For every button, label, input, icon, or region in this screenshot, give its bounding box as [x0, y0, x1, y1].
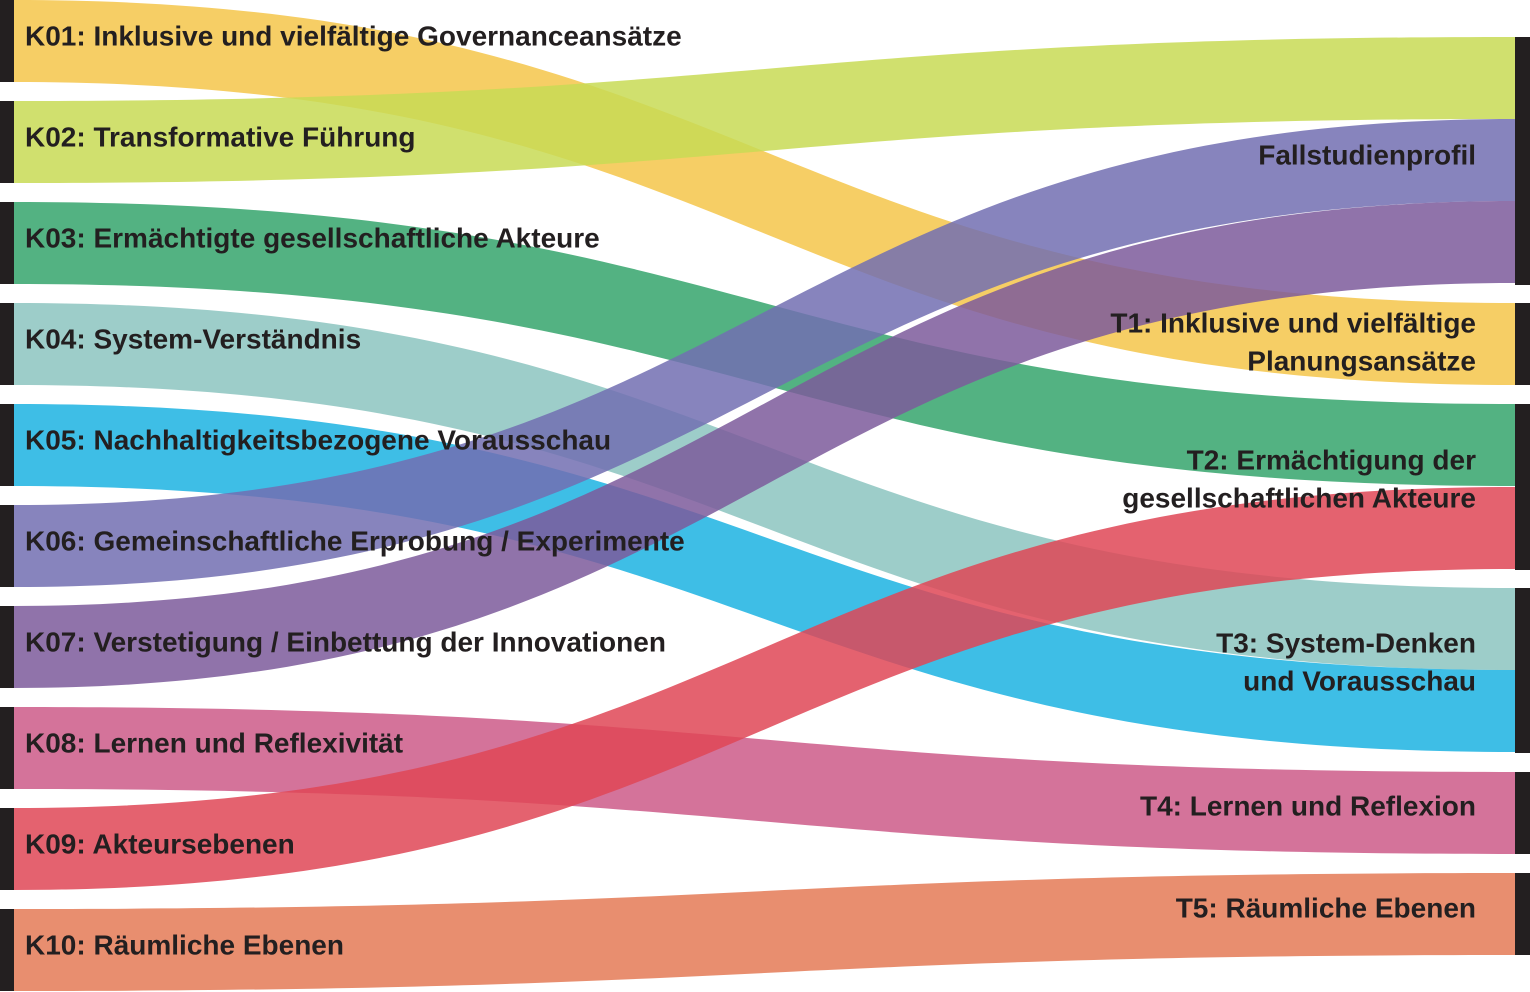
source-bar — [0, 808, 14, 890]
source-label: K05: Nachhaltigkeitsbezogene Vorausschau — [25, 424, 611, 455]
source-label: K04: System-Verständnis — [25, 323, 361, 354]
target-bar — [1515, 404, 1530, 570]
target-bar — [1515, 588, 1530, 753]
target-bar — [1515, 873, 1530, 955]
source-bar — [0, 202, 14, 284]
target-label: T3: System-Denken — [1216, 627, 1476, 658]
flow — [14, 201, 1515, 688]
source-bar — [0, 909, 14, 991]
source-bar — [0, 505, 14, 587]
flow — [14, 707, 1515, 854]
flow — [14, 487, 1515, 890]
source-label: K03: Ermächtigte gesellschaftliche Akteu… — [25, 222, 600, 253]
flow — [14, 37, 1515, 183]
source-bar — [0, 606, 14, 688]
source-label: K07: Verstetigung / Einbettung der Innov… — [25, 626, 666, 657]
target-label: Fallstudienprofil — [1258, 139, 1476, 170]
source-bar — [0, 303, 14, 385]
flow — [14, 873, 1515, 991]
target-label: und Vorausschau — [1243, 665, 1476, 696]
labels: K01: Inklusive und vielfältige Governanc… — [25, 20, 1476, 960]
source-label: K06: Gemeinschaftliche Erprobung / Exper… — [25, 525, 685, 556]
target-label: T2: Ermächtigung der — [1187, 444, 1476, 475]
source-label: K09: Akteursebenen — [25, 828, 295, 859]
source-bar — [0, 101, 14, 183]
source-label: K02: Transformative Führung — [25, 121, 416, 152]
target-label: T1: Inklusive und vielfältige — [1110, 307, 1476, 338]
source-label: K10: Räumliche Ebenen — [25, 929, 344, 960]
target-bar — [1515, 303, 1530, 385]
target-bar — [1515, 37, 1530, 285]
flows — [14, 0, 1515, 991]
source-bar — [0, 0, 14, 82]
target-label: T5: Räumliche Ebenen — [1176, 892, 1476, 923]
target-label: gesellschaftlichen Akteure — [1122, 482, 1476, 513]
target-label: T4: Lernen und Reflexion — [1140, 790, 1476, 821]
source-label: K01: Inklusive und vielfältige Governanc… — [25, 20, 682, 51]
source-label: K08: Lernen und Reflexivität — [25, 727, 403, 758]
flow — [14, 119, 1515, 587]
source-bar — [0, 404, 14, 486]
source-bar — [0, 707, 14, 789]
target-bar — [1515, 772, 1530, 854]
target-label: Planungsansätze — [1247, 345, 1476, 376]
